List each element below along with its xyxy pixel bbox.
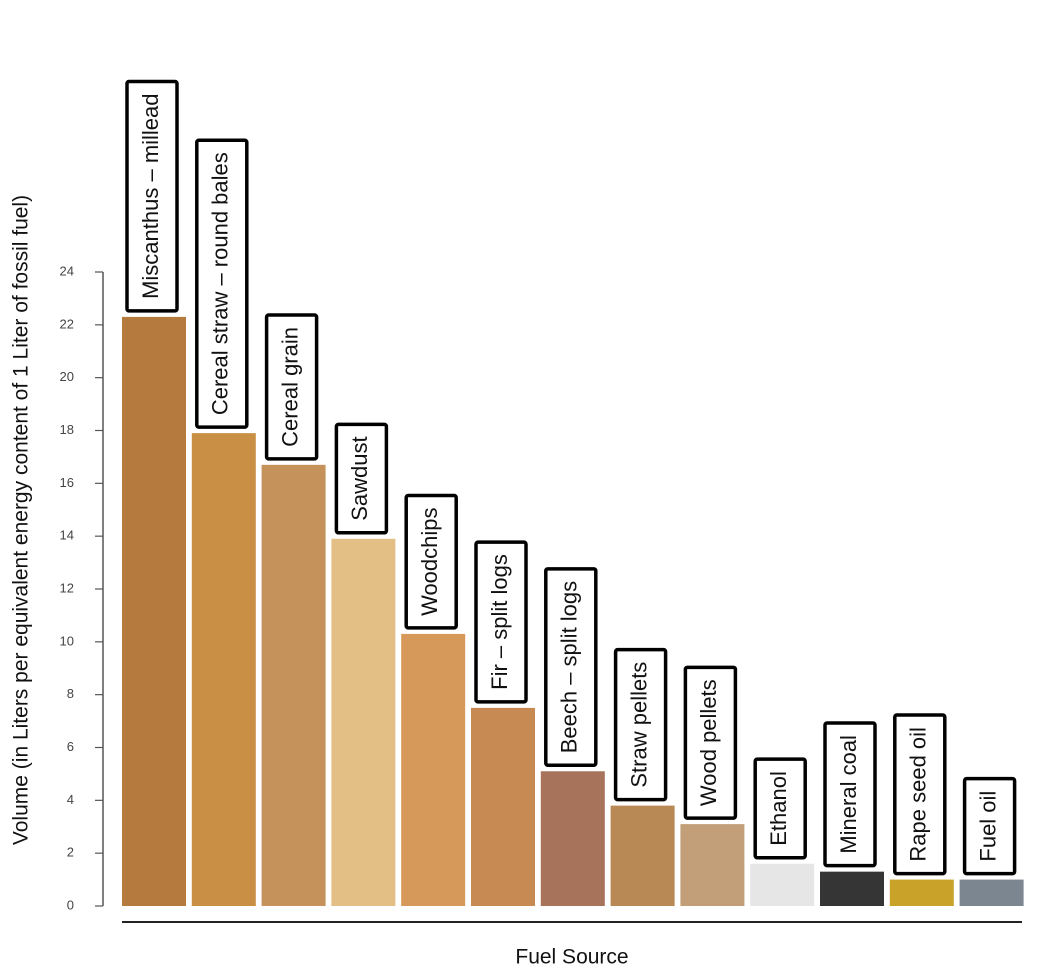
y-tick-label: 22 xyxy=(60,316,74,331)
bar xyxy=(471,708,535,906)
y-tick-label: 0 xyxy=(67,897,74,912)
category-label: Wood pellets xyxy=(696,679,721,806)
bar xyxy=(122,317,186,906)
bar xyxy=(401,634,465,906)
bar xyxy=(541,771,605,906)
bar xyxy=(820,872,884,906)
category-label: Mineral coal xyxy=(836,735,861,854)
category-label: Sawdust xyxy=(347,436,372,520)
category-label: Cereal straw – round bales xyxy=(208,152,233,415)
y-tick-label: 20 xyxy=(60,369,74,384)
y-tick-label: 6 xyxy=(67,739,74,754)
y-tick-label: 16 xyxy=(60,475,74,490)
y-tick-label: 10 xyxy=(60,633,74,648)
bar xyxy=(960,880,1024,906)
y-tick-label: 8 xyxy=(67,686,74,701)
category-label: Fir – split logs xyxy=(487,554,512,690)
bar xyxy=(750,864,814,906)
category-label: Rape seed oil xyxy=(906,727,931,862)
y-tick-label: 12 xyxy=(60,580,74,595)
bar xyxy=(680,824,744,906)
y-tick-label: 24 xyxy=(60,263,74,278)
category-label: Beech – split logs xyxy=(557,581,582,753)
y-tick-label: 4 xyxy=(67,792,74,807)
category-label: Woodchips xyxy=(417,507,442,615)
category-label: Straw pellets xyxy=(626,662,651,788)
bar xyxy=(331,539,395,906)
y-tick-label: 2 xyxy=(67,845,74,860)
category-label: Ethanol xyxy=(766,771,791,846)
bar xyxy=(611,806,675,906)
y-tick-label: 18 xyxy=(60,422,74,437)
y-tick-label: 14 xyxy=(60,528,74,543)
chart: Volume (in Liters per equivalent energy … xyxy=(0,0,1038,979)
category-label: Fuel oil xyxy=(975,791,1000,862)
x-axis-title: Fuel Source xyxy=(515,946,628,969)
bar xyxy=(262,465,326,906)
category-label: Cereal grain xyxy=(277,327,302,447)
bar xyxy=(890,880,954,906)
bar xyxy=(192,433,256,906)
category-label: Miscanthus – millead xyxy=(138,93,163,298)
y-axis-title: Volume (in Liters per equivalent energy … xyxy=(10,195,33,845)
